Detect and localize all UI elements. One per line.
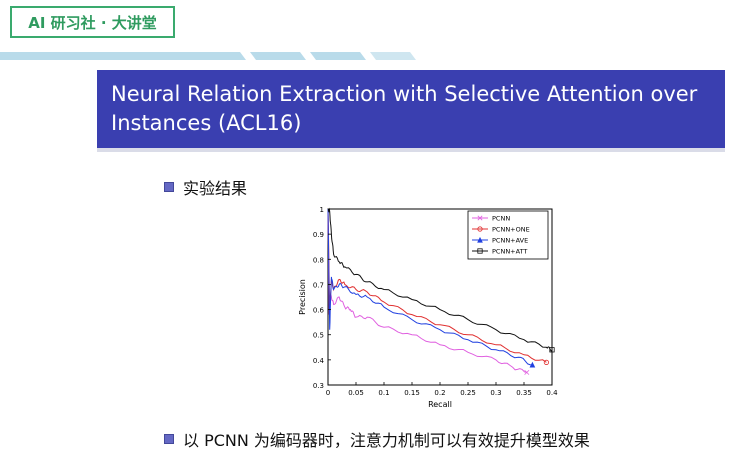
brand-badge: AI 研习社 · 大讲堂: [10, 6, 175, 38]
series-line: [327, 207, 553, 352]
legend-item: PCNN: [472, 215, 510, 223]
legend-marker: [477, 215, 483, 221]
bullet-square-icon: [164, 182, 174, 192]
decorative-stripe-bar: [0, 52, 416, 60]
y-axis-label: Precision: [298, 279, 307, 315]
series-end-marker: [543, 359, 549, 365]
x-tick-label: 0.2: [434, 389, 445, 397]
x-tick-label: 0.25: [460, 389, 476, 397]
y-tick-label: 0.9: [313, 231, 324, 239]
series-pcnn: [327, 208, 530, 375]
legend-label: PCNN+ONE: [492, 226, 530, 234]
y-tick-label: 0.6: [313, 307, 325, 315]
title-banner-shadow: [97, 148, 725, 152]
x-tick-label: 0.05: [348, 389, 364, 397]
bullet-item-results: 实验结果: [164, 175, 247, 199]
x-tick-label: 0: [326, 389, 330, 397]
legend-marker: [477, 226, 483, 232]
series-end-marker: [529, 361, 536, 368]
legend-item: PCNN+ATT: [472, 248, 527, 256]
legend-item: PCNN+ONE: [472, 226, 530, 234]
series-end-marker: [549, 347, 555, 353]
x-tick-label: 0.15: [404, 389, 420, 397]
series-pcnn-att: [327, 207, 555, 353]
series-line: [327, 208, 533, 366]
slide-title: Neural Relation Extraction with Selectiv…: [111, 82, 698, 135]
legend-item: PCNN+AVE: [472, 237, 528, 245]
y-tick-label: 0.7: [313, 281, 324, 289]
tick-layer: 0 0.05 0.1 0.15 0.2 0.25 0.3 0.35 0.4 0.3 0.4 0.5 0.…: [313, 206, 558, 397]
x-tick-label: 0.35: [516, 389, 532, 397]
bullet-item-conclusion: 以 PCNN 为编码器时，注意力机制可以有效提升模型效果: [164, 427, 590, 451]
legend-label: PCNN+ATT: [492, 248, 527, 256]
legend-marker: [477, 248, 483, 254]
chart-svg: 0 0.05 0.1 0.15 0.2 0.25 0.3 0.35 0.4 0.3 0.4 0.5 0.…: [298, 206, 558, 409]
slide-title-banner: Neural Relation Extraction with Selectiv…: [97, 70, 725, 148]
legend-marker: [477, 236, 483, 243]
x-tick-label: 0.1: [378, 389, 389, 397]
y-tick-label: 0.3: [313, 382, 324, 390]
y-tick-label: 1: [320, 206, 324, 214]
chart-legend: PCNN PCNN+ONE PCNN+AVE PCNN+ATT: [467, 210, 549, 260]
x-tick-label: 0.4: [546, 389, 558, 397]
series-pcnn-ave: [327, 208, 536, 368]
y-tick-label: 0.5: [313, 332, 324, 340]
bullet-text: 以 PCNN 为编码器时，注意力机制可以有效提升模型效果: [183, 431, 590, 450]
brand-label: AI 研习社 · 大讲堂: [28, 13, 157, 32]
y-tick-label: 0.4: [313, 357, 325, 365]
legend-label: PCNN+AVE: [492, 237, 528, 245]
legend-label: PCNN: [492, 215, 510, 223]
bullet-text: 实验结果: [183, 179, 248, 198]
series-layer: [327, 207, 555, 375]
series-end-marker: [524, 369, 530, 375]
precision-recall-chart: 0 0.05 0.1 0.15 0.2 0.25 0.3 0.35 0.4 0.3 0.4 0.5 0.…: [296, 203, 564, 410]
x-tick-label: 0.3: [490, 389, 501, 397]
bullet-square-icon: [164, 434, 174, 444]
y-tick-label: 0.8: [313, 256, 324, 264]
series-line: [327, 208, 527, 373]
x-axis-label: Recall: [428, 400, 452, 409]
